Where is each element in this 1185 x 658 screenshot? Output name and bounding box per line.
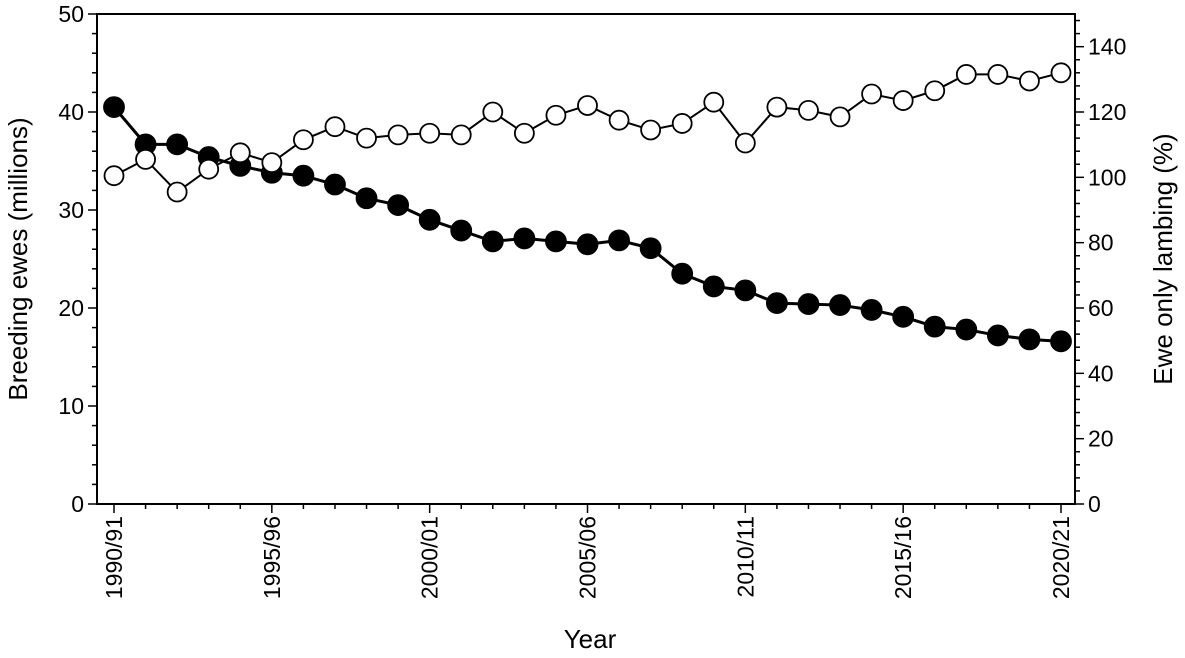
right-tick-label: 120 — [1088, 99, 1126, 125]
left-axis-ticks: 0 10 20 30 40 50 — [58, 1, 97, 517]
ewe-lambing-point — [924, 80, 946, 102]
ewe-lambing-point — [513, 122, 535, 144]
ewe-lambing-point — [545, 104, 567, 126]
ewe-lambing-point — [419, 122, 441, 144]
breeding-ewes-point — [860, 299, 883, 321]
breeding-ewes-point — [639, 237, 662, 260]
ewe-lambing-line — [113, 71, 1062, 194]
x-tick-label: 2010/11 — [732, 516, 758, 597]
right-tick-label: 80 — [1088, 230, 1114, 256]
breeding-ewes-point — [892, 305, 915, 328]
left-tick-label: 10 — [58, 393, 84, 419]
breeding-ewes-point — [702, 275, 725, 298]
ewe-lambing-point — [229, 142, 251, 164]
right-tick-label: 20 — [1088, 426, 1114, 452]
ewe-lambing-point — [955, 64, 977, 85]
ewe-lambing-point — [640, 119, 662, 141]
breeding-ewes-point — [766, 292, 788, 315]
left-tick-label: 30 — [58, 197, 84, 223]
breeding-ewes-point — [355, 187, 378, 210]
ewe-lambing-point — [577, 95, 598, 116]
right-tick-label: 60 — [1088, 295, 1114, 321]
x-tick-label: 2020/21 — [1048, 516, 1074, 599]
left-tick-label: 50 — [58, 1, 84, 27]
series-layer — [103, 62, 1072, 353]
breeding-ewes-point — [103, 96, 125, 118]
ewe-lambing-point — [387, 124, 409, 146]
ewe-lambing-point — [166, 181, 188, 203]
breeding-ewes-point — [608, 229, 630, 252]
ewe-lambing-point — [450, 124, 472, 146]
plot-frame — [96, 13, 1076, 505]
ewe-lambing-point — [608, 109, 630, 131]
breeding-ewes-point — [829, 294, 851, 316]
breeding-ewes-point — [513, 227, 536, 250]
right-tick-label: 140 — [1088, 34, 1126, 60]
ewe-lambing-point — [482, 101, 504, 123]
ewe-lambing-point — [671, 113, 693, 134]
breeding-ewes-point — [418, 208, 441, 231]
x-tick-label: 1995/96 — [259, 516, 285, 599]
ewe-lambing-point — [734, 132, 756, 154]
breeding-ewes-point — [923, 315, 946, 338]
breeding-ewes-point — [292, 164, 315, 187]
right-axis-ticks: 0 20 40 60 80 100 120 140 — [1075, 19, 1126, 517]
breeding-ewes-point — [450, 219, 473, 242]
breeding-ewes-point — [324, 173, 346, 196]
right-tick-label: 100 — [1088, 164, 1126, 190]
ewe-lambing-point — [987, 64, 1009, 85]
right-axis-title: Ewe only lambing (%) — [1148, 133, 1178, 384]
breeding-ewes-line — [112, 106, 1062, 343]
breeding-ewes-point — [797, 293, 820, 315]
ewe-lambing-point — [103, 165, 125, 187]
breeding-ewes-point — [166, 133, 189, 156]
x-tick-label: 2000/01 — [417, 516, 443, 599]
x-tick-label: 1990/91 — [101, 516, 127, 599]
ewe-lambing-point — [829, 106, 851, 128]
breeding-ewes-point — [955, 318, 978, 341]
ewe-lambing-point — [356, 127, 377, 149]
x-tick-label: 2005/06 — [575, 516, 601, 599]
breeding-ewes-point — [1018, 328, 1041, 351]
left-tick-label: 0 — [71, 491, 84, 517]
x-axis-title: Year — [564, 624, 617, 654]
left-tick-label: 40 — [58, 99, 84, 125]
ewe-lambing-point — [1050, 62, 1072, 84]
breeding-ewes-point — [481, 230, 504, 253]
x-tick-label: 2015/16 — [890, 516, 916, 599]
ewe-lambing-point — [892, 90, 914, 111]
ewe-lambing-point — [1019, 70, 1040, 92]
breeding-ewes-point — [1050, 330, 1072, 353]
right-tick-label: 40 — [1088, 360, 1114, 386]
ewe-lambing-point — [703, 91, 725, 113]
x-axis-ticks: 1990/91 1995/96 2000/01 2005/06 2010/11 2015/… — [101, 504, 1074, 599]
ewe-lambing-point — [261, 152, 283, 174]
ewe-lambing-point — [292, 129, 314, 151]
ewe-lambing-point — [798, 99, 819, 121]
breeding-ewes-point — [671, 262, 694, 285]
ewe-lambing-point — [324, 116, 346, 138]
right-tick-label: 0 — [1088, 491, 1101, 517]
left-axis-title: Breeding ewes (millions) — [3, 117, 33, 400]
ewe-lambing-point — [198, 158, 220, 180]
left-tick-label: 20 — [58, 295, 84, 321]
breeding-ewes-point — [734, 279, 757, 302]
ewe-lambing-point — [135, 148, 156, 170]
breeding-ewes-point — [986, 324, 1009, 347]
ewe-lambing-point — [766, 96, 788, 118]
breeding-ewes-point — [545, 230, 567, 253]
breeding-ewes-point — [576, 233, 599, 256]
breeding-ewes-point — [387, 194, 410, 217]
ewe-lambing-point — [861, 83, 882, 105]
